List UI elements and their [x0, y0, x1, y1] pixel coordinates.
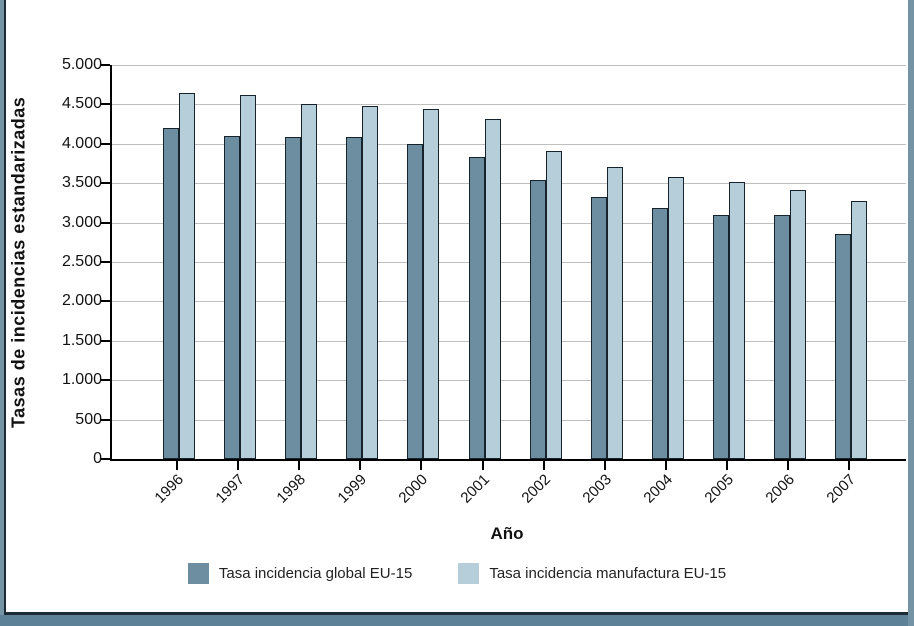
y-tick-label: 5.000	[61, 56, 102, 73]
bar	[362, 106, 379, 459]
x-axis-tick	[298, 461, 301, 470]
bar	[667, 177, 684, 459]
legend-label-manufactura: Tasa incidencia manufactura EU-15	[489, 565, 727, 582]
y-axis-tick	[101, 142, 110, 145]
bar	[179, 93, 195, 459]
y-axis-tick	[101, 458, 110, 460]
frame-right-strip	[908, 0, 914, 626]
bar	[163, 128, 179, 459]
bar	[529, 180, 546, 459]
x-axis-tick	[359, 461, 362, 470]
x-axis-tick	[787, 461, 789, 470]
x-axis-tick	[848, 461, 851, 470]
y-axis-tick	[101, 103, 110, 106]
y-tick-label: 2.500	[61, 253, 102, 270]
y-tick-label: 3.000	[61, 213, 102, 231]
y-tick-label: 2.000	[61, 292, 102, 310]
bar	[224, 136, 241, 459]
y-tick-label: 4.500	[61, 95, 102, 113]
legend-swatch-global-icon	[187, 563, 209, 584]
bar	[423, 109, 440, 459]
y-axis-tick	[101, 221, 110, 224]
gridline	[112, 380, 906, 382]
frame-bottom-border	[4, 612, 908, 615]
gridline	[112, 222, 906, 224]
plot-area	[110, 65, 906, 461]
gridline	[112, 419, 906, 421]
bar	[285, 137, 302, 459]
x-axis-tick	[664, 461, 667, 470]
y-tick-label: 0	[93, 450, 102, 467]
y-axis-tick	[101, 64, 110, 66]
bar	[346, 137, 363, 459]
bar	[790, 190, 806, 459]
y-tick-label: 4.000	[61, 134, 102, 152]
y-tick-label: 500	[75, 410, 102, 428]
y-tick-label: 1.000	[61, 371, 102, 389]
gridline	[112, 301, 906, 303]
legend-swatch-manufactura-icon	[458, 563, 480, 584]
x-axis-tick	[542, 461, 545, 470]
gridline	[112, 143, 906, 145]
gridline	[112, 262, 906, 263]
legend-label-global: Tasa incidencia global EU-15	[218, 565, 413, 582]
frame-bottom-bar	[0, 615, 914, 626]
y-tick-label: 1.500	[61, 331, 102, 349]
bar	[835, 234, 852, 459]
gridline	[112, 183, 906, 185]
frame-left-strip	[0, 0, 4, 626]
frame-left-border	[4, 0, 6, 615]
bar	[301, 104, 318, 459]
y-axis-tick	[101, 339, 110, 342]
bar	[545, 151, 562, 459]
bar	[606, 167, 623, 459]
x-axis-tick	[237, 461, 240, 470]
bar	[407, 144, 424, 459]
bar	[712, 215, 729, 459]
x-axis-tick	[176, 461, 178, 470]
bar	[468, 157, 485, 459]
x-axis-tick	[603, 461, 606, 470]
bar	[651, 208, 668, 459]
bar	[484, 119, 501, 459]
y-axis-tick	[101, 182, 110, 185]
x-axis-tick	[481, 461, 484, 470]
legend-item-global: Tasa incidencia global EU-15	[187, 563, 413, 584]
y-axis-tick	[101, 300, 110, 303]
bar	[240, 95, 257, 459]
y-axis-tick	[101, 379, 110, 382]
x-axis-tick	[420, 461, 423, 470]
x-axis-tick	[725, 461, 728, 470]
legend-item-manufactura: Tasa incidencia manufactura EU-15	[458, 563, 726, 584]
y-axis-tick	[101, 261, 110, 263]
gridline	[112, 340, 906, 342]
gridline	[112, 65, 906, 66]
legend: Tasa incidencia global EU-15 Tasa incide…	[0, 563, 914, 584]
bar	[774, 215, 790, 459]
bar	[728, 182, 745, 459]
gridline	[112, 104, 906, 106]
x-axis-title: Año	[490, 524, 524, 543]
bar	[590, 197, 607, 459]
y-axis-tick	[101, 418, 110, 421]
y-tick-label: 3.500	[61, 174, 102, 192]
bar	[851, 201, 868, 459]
